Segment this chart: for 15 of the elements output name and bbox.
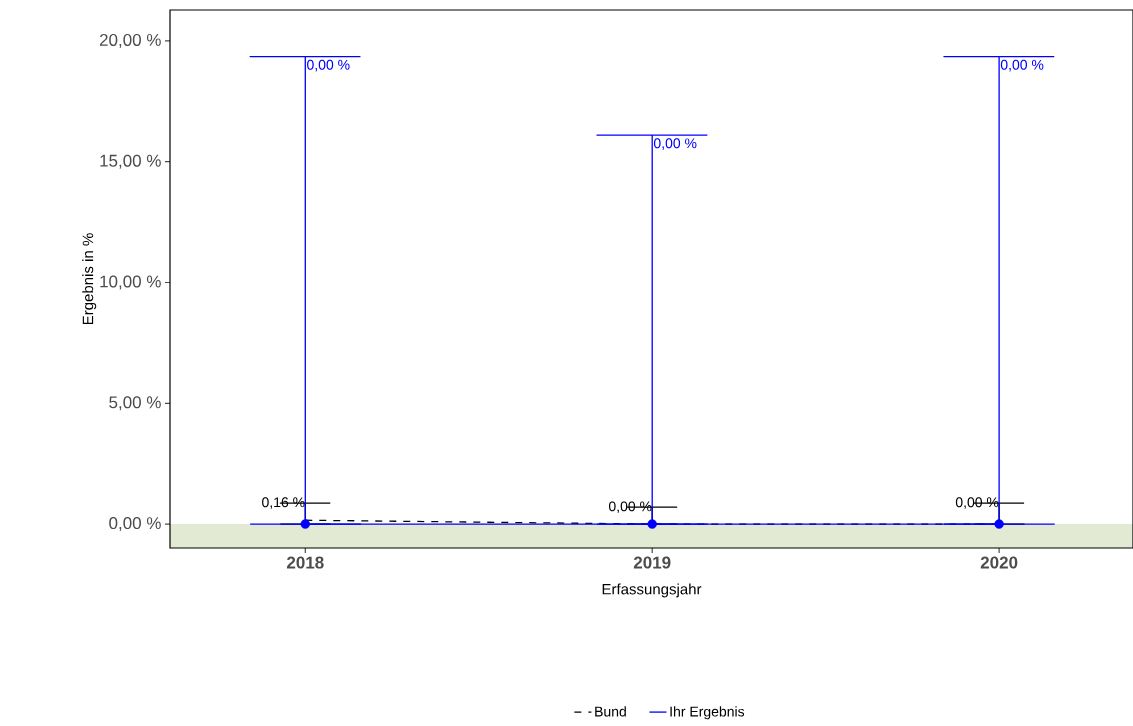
annotation: 0,00 % bbox=[307, 59, 350, 72]
y-axis-title: Ergebnis in % bbox=[82, 233, 97, 325]
legend-label: Bund bbox=[595, 706, 626, 717]
annotation: 0,00 % bbox=[1000, 59, 1044, 72]
annotation: 0,00 % bbox=[653, 138, 697, 150]
y-tick-label: 0,00 % bbox=[109, 517, 161, 532]
y-tick-label: 20,00 % bbox=[99, 33, 161, 48]
y-tick-label: 10,00 % bbox=[100, 275, 161, 290]
x-tick-label: 2018 bbox=[286, 556, 324, 569]
x-tick-label: 2020 bbox=[980, 556, 1018, 569]
x-tick-label: 2019 bbox=[633, 556, 671, 569]
x-axis-title: Erfassungsjahr bbox=[602, 583, 702, 598]
legend-label: Ihr Ergebnis bbox=[670, 706, 745, 720]
y-tick-label: 15,00 % bbox=[100, 154, 161, 169]
y-tick-label: 5,00 % bbox=[109, 396, 161, 411]
